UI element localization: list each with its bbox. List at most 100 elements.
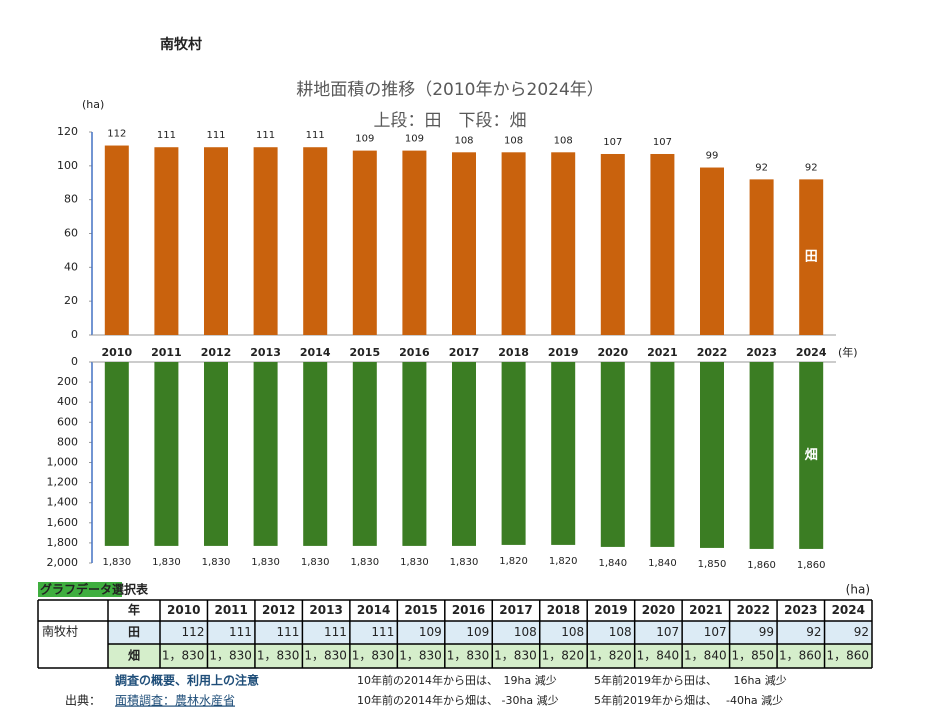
table-cell: 107	[704, 625, 727, 639]
value-label: 1,830	[202, 557, 231, 568]
value-label: 99	[706, 151, 719, 162]
survey-link[interactable]: 調査の概要、利用上の注意	[115, 673, 259, 688]
table-cell: 1，830	[447, 649, 490, 663]
table-header: 2010	[167, 603, 200, 617]
table-unit: (ha)	[846, 583, 870, 597]
chart-title: 耕地面積の推移（2010年から2024年）	[296, 80, 604, 100]
page-title: 南牧村	[160, 36, 202, 53]
table-title: グラフデータ選択表	[40, 582, 149, 597]
value-label: 1,830	[400, 557, 429, 568]
table-cell: 111	[324, 625, 347, 639]
table-cell: 107	[656, 625, 679, 639]
bar	[104, 145, 129, 335]
bar	[154, 362, 179, 546]
y-tick-label: 120	[57, 125, 78, 138]
table-row-bg	[108, 644, 872, 668]
footer-note: 5年前2019年から田は、 16ha 減少	[594, 673, 787, 687]
bar	[501, 362, 526, 545]
footer-note: 10年前の2014年から田は、 19ha 減少	[357, 673, 557, 687]
value-label: 111	[206, 130, 225, 141]
table-cell: 111	[229, 625, 252, 639]
table-cell: 1，830	[209, 649, 252, 663]
x-tick-label: 2012	[201, 346, 232, 359]
table-cell: 1，850	[732, 649, 775, 663]
value-label: 1,820	[549, 556, 578, 567]
series-label: 畑	[805, 448, 818, 463]
table-cell: 1，830	[494, 649, 537, 663]
y-tick-label: 2,000	[47, 556, 79, 569]
bar	[204, 362, 228, 546]
table-region: 南牧村	[42, 624, 78, 639]
bar	[452, 152, 476, 335]
x-tick-label: 2015	[349, 346, 380, 359]
x-tick-label: 2018	[498, 346, 529, 359]
bar	[352, 362, 377, 546]
table-header: 2019	[594, 603, 627, 617]
value-label: 1,830	[251, 557, 280, 568]
table-cell: 1，840	[637, 649, 680, 663]
value-label: 92	[755, 162, 768, 173]
value-label: 111	[306, 130, 325, 141]
table-cell: 108	[514, 625, 537, 639]
table-row-label: 田	[128, 625, 140, 639]
value-label: 1,850	[698, 559, 727, 570]
value-label: 1,830	[301, 557, 330, 568]
value-label: 1,860	[747, 560, 776, 571]
bar	[303, 147, 328, 335]
y-tick-label: 200	[57, 375, 78, 388]
value-label: 1,860	[797, 560, 826, 571]
value-label: 1,840	[648, 558, 677, 569]
table-header: 2024	[832, 603, 865, 617]
bar	[650, 362, 675, 547]
table-row-bg	[108, 621, 872, 644]
table-header: 2018	[547, 603, 580, 617]
y-tick-label: 80	[64, 193, 78, 206]
bar	[253, 147, 278, 335]
y-tick-label: 40	[64, 260, 78, 273]
value-label: 112	[107, 129, 126, 140]
y-tick-label: 1,400	[47, 496, 79, 509]
source-link[interactable]: 面積調査：農林水産省	[115, 693, 235, 708]
table-cell: 112	[182, 625, 205, 639]
table-header: 2013	[309, 603, 342, 617]
bar	[551, 362, 576, 545]
x-tick-label: 2014	[300, 346, 331, 359]
table-header: 2017	[499, 603, 532, 617]
x-tick-label: 2013	[250, 346, 281, 359]
bar	[700, 362, 724, 548]
bar	[253, 362, 278, 546]
table-cell: 92	[806, 625, 821, 639]
table-cell: 1，840	[684, 649, 727, 663]
table-header: 2021	[689, 603, 722, 617]
value-label: 108	[454, 135, 473, 146]
y-tick-label: 0	[71, 355, 78, 368]
bar	[154, 147, 179, 335]
table-cell: 1，830	[162, 649, 205, 663]
x-tick-label: 2024	[796, 346, 827, 359]
bar	[402, 362, 427, 546]
y-tick-label: 1,600	[47, 516, 79, 529]
x-axis-label: (年)	[838, 345, 858, 359]
x-tick-label: 2020	[597, 346, 628, 359]
y-tick-label: 0	[71, 328, 78, 341]
series-label: 田	[805, 250, 818, 265]
value-label: 109	[405, 134, 424, 145]
table-header: 2011	[214, 603, 247, 617]
value-label: 1,820	[499, 556, 528, 567]
table-header: 2012	[262, 603, 295, 617]
value-label: 107	[603, 137, 622, 148]
bar	[104, 362, 129, 546]
table-cell: 1，860	[826, 649, 869, 663]
x-tick-label: 2017	[449, 346, 480, 359]
x-tick-label: 2019	[548, 346, 579, 359]
table-cell: 109	[466, 625, 489, 639]
value-label: 1,840	[598, 558, 627, 569]
chart-subtitle: 上段：田 下段：畑	[374, 111, 527, 131]
table-title-highlight	[38, 582, 122, 597]
bar	[799, 179, 824, 335]
y-tick-label: 800	[57, 435, 78, 448]
footer-note: 10年前の2014年から畑は、 -30ha 減少	[357, 693, 559, 707]
y-tick-label: 60	[64, 227, 78, 240]
